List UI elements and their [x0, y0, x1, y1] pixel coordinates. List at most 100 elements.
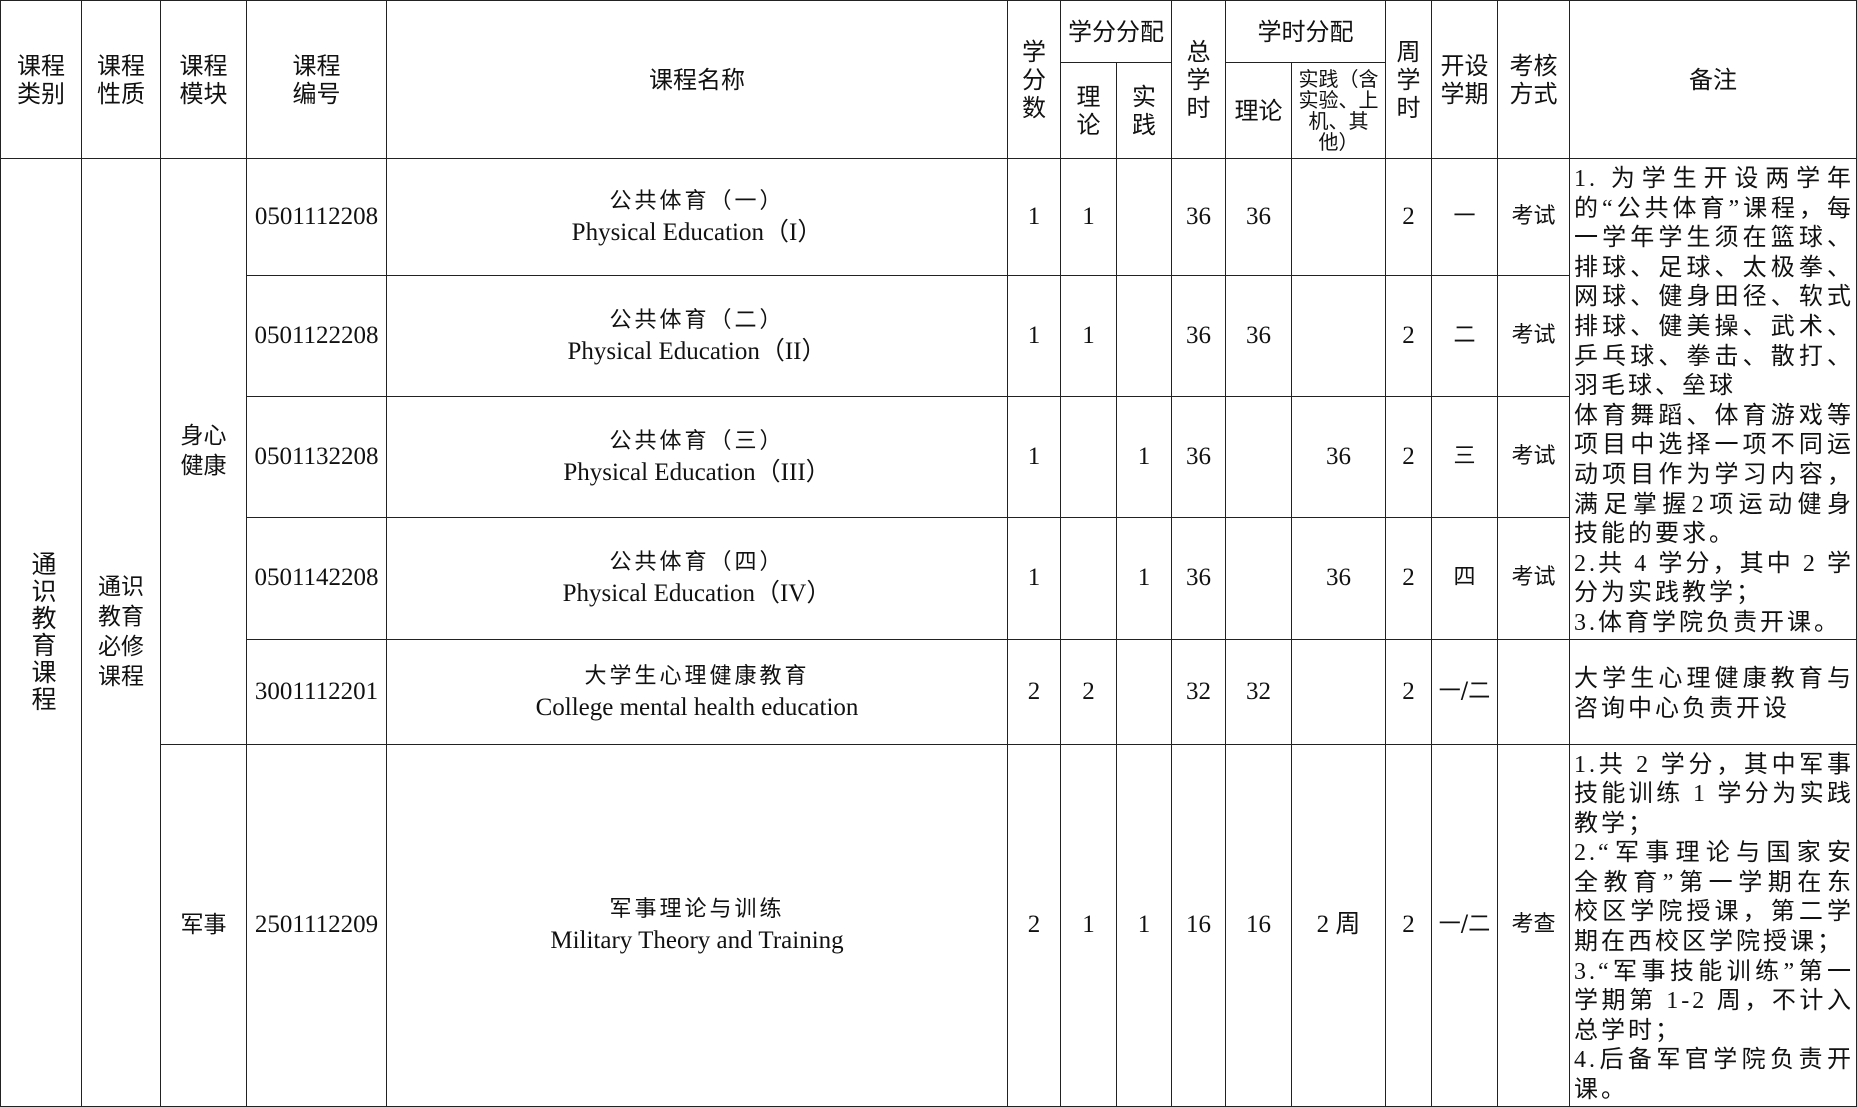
- cell-c-theory: [1060, 396, 1117, 518]
- cell-total: 16: [1171, 743, 1226, 1107]
- header-code: 课程编号: [246, 0, 387, 159]
- header-total-hours: 总学时: [1171, 0, 1226, 159]
- cell-assessment: 考试: [1497, 396, 1570, 518]
- course-name: 大学生心理健康教育 College mental health education: [386, 638, 1008, 745]
- category-label: 通识教育课程: [28, 551, 55, 714]
- cell-h-practice: [1291, 157, 1386, 277]
- course-name: 公共体育（二） Physical Education（II）: [386, 275, 1008, 398]
- course-name-cn: 公共体育（三）: [609, 428, 785, 454]
- course-name-en: Physical Education（II）: [567, 338, 827, 366]
- course-name-cn: 公共体育（四）: [609, 550, 785, 576]
- header-assessment-label: 考核方式: [1509, 51, 1558, 108]
- course-name-cn: 公共体育（二）: [609, 308, 785, 334]
- header-weekly-hours: 周学时: [1385, 0, 1432, 159]
- cell-c-practice: [1116, 275, 1172, 398]
- cell-assessment: 考试: [1497, 275, 1570, 398]
- course-name-en: Military Theory and Training: [550, 927, 844, 955]
- cell-h-theory: [1225, 516, 1292, 640]
- cell-c-theory: 1: [1060, 743, 1117, 1107]
- cell-code: 0501122208: [246, 275, 387, 398]
- module-cell: 军事: [160, 743, 247, 1107]
- course-name: 公共体育（四） Physical Education（IV）: [386, 516, 1008, 640]
- cell-total: 36: [1171, 396, 1226, 518]
- cell-total: 32: [1171, 638, 1226, 745]
- cell-assessment: 考试: [1497, 157, 1570, 277]
- header-semester: 开设学期: [1431, 0, 1498, 159]
- header-hour-split: 学时分配: [1225, 0, 1386, 63]
- course-name-en: Physical Education（I）: [571, 219, 823, 247]
- table-row: 3001112201 大学生心理健康教育 College mental health…: [1, 638, 1857, 745]
- cell-h-practice: [1291, 275, 1386, 398]
- header-hour-practice-label: 实践（含实验、上机、其他）: [1298, 66, 1379, 154]
- remarks-mental: 大学生心理健康教育与咨询中心负责开设: [1569, 638, 1857, 745]
- cell-assessment: [1497, 638, 1570, 745]
- header-credits-label: 学分数: [1022, 37, 1046, 122]
- cell-c-theory: 2: [1060, 638, 1117, 745]
- cell-h-theory: 36: [1225, 157, 1292, 277]
- header-name: 课程名称: [386, 0, 1008, 159]
- course-name-en: College mental health education: [535, 693, 859, 721]
- header-remarks: 备注: [1569, 0, 1857, 159]
- remarks-pe: 1. 为学生开设两学年的“公共体育”课程，每一学年学生须在篮球、排球、足球、太极…: [1569, 158, 1857, 640]
- cell-credits: 1: [1007, 516, 1061, 640]
- cell-h-theory: 36: [1225, 275, 1292, 398]
- table-row: 0501122208 公共体育（二） Physical Education（II） 1…: [1, 275, 1857, 398]
- cell-total: 36: [1171, 516, 1226, 640]
- cell-h-practice: [1291, 638, 1386, 745]
- cell-weekly: 2: [1385, 396, 1432, 518]
- header-category-label: 课程类别: [17, 51, 65, 108]
- cell-code: 3001112201: [246, 638, 387, 745]
- header-assessment: 考核方式: [1497, 0, 1570, 159]
- cell-c-practice: 1: [1116, 743, 1172, 1107]
- cell-h-theory: 32: [1225, 638, 1292, 745]
- cell-weekly: 2: [1385, 638, 1432, 745]
- header-hour-theory: 理论: [1225, 62, 1292, 159]
- cell-code: 0501112208: [246, 157, 387, 277]
- remarks-military: 1.共 2 学分，其中军事技能训练 1 学分为实践教学； 2.“军事理论与国家安…: [1569, 743, 1857, 1107]
- cell-semester: 一: [1431, 157, 1498, 277]
- table-row: 军事 2501112209 军事理论与训练 Military Theory and T…: [1, 743, 1857, 1107]
- cell-code: 0501132208: [246, 396, 387, 518]
- cell-c-practice: 1: [1116, 516, 1172, 640]
- cell-h-theory: [1225, 396, 1292, 518]
- cell-h-practice: 36: [1291, 396, 1386, 518]
- table-body: 通识教育课程 通识教育必修课程 身心健康 0501112208 公共体育（一） Physi…: [0, 157, 1857, 1107]
- cell-c-theory: 1: [1060, 275, 1117, 398]
- cell-semester: 四: [1431, 516, 1498, 640]
- header-category: 课程类别: [0, 0, 82, 159]
- course-name-cn: 大学生心理健康教育: [584, 663, 810, 689]
- course-name-en: Physical Education（III）: [563, 458, 831, 486]
- cell-semester: 二: [1431, 275, 1498, 398]
- header-module-label: 课程模块: [179, 51, 228, 108]
- cell-semester: 一/二: [1431, 743, 1498, 1107]
- table-row: 0501132208 公共体育（三） Physical Education（III）…: [1, 396, 1857, 518]
- cell-c-practice: [1116, 638, 1172, 745]
- cell-weekly: 2: [1385, 275, 1432, 398]
- cell-h-theory: 16: [1225, 743, 1292, 1107]
- header-weekly-hours-label: 周学时: [1396, 37, 1421, 122]
- cell-weekly: 2: [1385, 743, 1432, 1107]
- category-cell: 通识教育课程: [0, 158, 82, 1107]
- course-name-cn: 公共体育（一）: [609, 189, 785, 215]
- cell-code: 2501112209: [246, 743, 387, 1107]
- cell-c-practice: [1116, 157, 1172, 277]
- cell-credits: 1: [1007, 157, 1061, 277]
- cell-credits: 2: [1007, 743, 1061, 1107]
- header-nature: 课程性质: [81, 0, 161, 159]
- header-total-hours-label: 总学时: [1186, 37, 1211, 122]
- course-name: 军事理论与训练 Military Theory and Training: [386, 743, 1008, 1107]
- header-credit-practice: 实践: [1116, 62, 1172, 159]
- cell-semester: 一/二: [1431, 638, 1498, 745]
- cell-total: 36: [1171, 275, 1226, 398]
- cell-h-practice: 2 周: [1291, 743, 1386, 1107]
- nature-label: 通识教育必修课程: [98, 574, 144, 691]
- header-module: 课程模块: [160, 0, 247, 159]
- table-row: 0501142208 公共体育（四） Physical Education（IV） 1…: [1, 516, 1857, 640]
- header-nature-label: 课程性质: [97, 51, 145, 108]
- cell-h-practice: 36: [1291, 516, 1386, 640]
- cell-credits: 1: [1007, 275, 1061, 398]
- header-credit-split: 学分分配: [1060, 0, 1172, 63]
- cell-total: 36: [1171, 157, 1226, 277]
- module-label: 身心健康: [180, 423, 227, 480]
